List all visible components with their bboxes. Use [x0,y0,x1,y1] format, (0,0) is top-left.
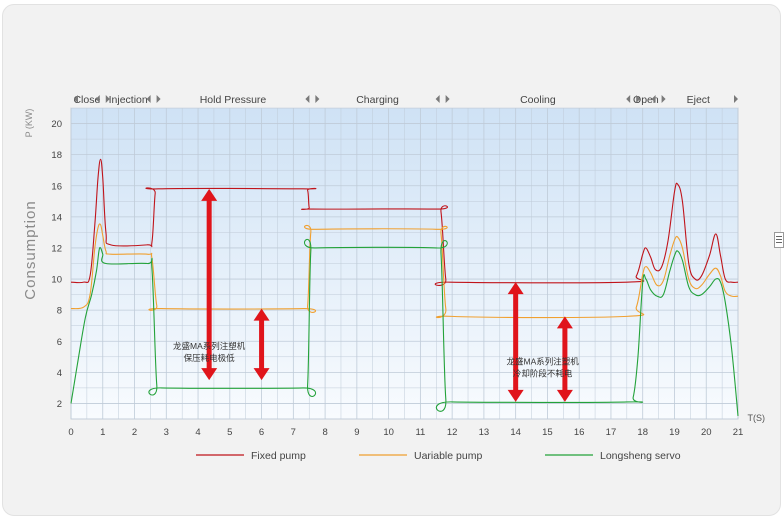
annotation-text: 保压耗电极低 [184,353,236,363]
x-tick-label: 20 [701,427,712,438]
y-tick-label: 16 [51,181,62,192]
y-tick-label: 8 [57,306,62,317]
y-tick-label: 10 [51,275,62,286]
y-tick-label: 14 [51,212,62,223]
annotation-text: 冷却阶段不耗电 [513,369,573,379]
arrow-head-up [253,308,270,321]
x-tick-label: 6 [259,427,264,438]
phase-marker [74,95,78,103]
x-axis-ticks: 0 1 2 3 4 5 6 7 8 9 10 11 12 13 14 15 16 17 18 19 20 21 [68,427,743,438]
phase-marker [651,95,656,103]
y-axis-ticks: 2 4 6 8 10 12 14 16 18 20 [51,119,62,410]
phase-marker [315,95,320,103]
x-tick-label: 18 [637,427,648,438]
y-tick-label: 4 [57,368,62,379]
annotation-text: 龙盛MA系列注塑机 [173,341,246,351]
y-tick-label: 18 [51,150,62,161]
x-tick-label: 0 [68,427,73,438]
phase-marker [95,95,100,103]
grid [70,107,739,420]
phase-marker [435,95,440,103]
y-tick-label: 6 [57,337,62,348]
annotation-arrows [201,188,573,402]
arrow-shaft [259,318,265,371]
x-tick-label: 13 [479,427,490,438]
y-tick-label: 20 [51,119,62,130]
arrow-shaft [206,198,212,371]
y-axis-unit: P (KW) [24,109,34,138]
phase-band: Close Injection Hold Pressure Charging Cooli… [71,91,738,108]
phase-band-bg [71,91,738,108]
phase-label: Hold Pressure [200,94,267,106]
arrow-head-down [556,389,573,402]
x-tick-label: 2 [132,427,137,438]
phase-label: Cooling [520,94,556,106]
arrow-head-up [507,282,524,295]
series-lines [70,158,739,416]
y-tick-label: 12 [51,243,62,254]
x-tick-label: 11 [415,427,425,438]
phase-marker [661,95,666,103]
phase-label: Charging [356,94,399,106]
phase-marker [105,95,110,103]
arrow-head-up [556,316,573,329]
x-tick-label: 10 [383,427,394,438]
x-tick-label: 1 [100,427,105,438]
x-tick-label: 9 [354,427,359,438]
phase-marker [734,95,738,103]
y-tick-label: 2 [57,399,62,410]
annotation-text: 龙盛MA系列注塑机 [507,357,580,367]
legend-label: Fixed pump [251,450,306,462]
x-tick-label: 16 [574,427,585,438]
phase-marker [445,95,450,103]
phase-label: Close [73,94,100,106]
phase-marker [626,95,631,103]
phase-label: Eject [687,94,710,106]
x-tick-label: 8 [322,427,327,438]
series-line [70,238,739,416]
phase-label: Open [633,94,659,106]
arrow-head-up [201,188,218,201]
x-tick-label: 4 [195,427,200,438]
x-tick-label: 3 [164,427,169,438]
legend-label: Uariable pump [414,450,482,462]
arrow-shaft [513,292,519,392]
legend-label: Longsheng servo [600,450,681,462]
x-tick-label: 7 [291,427,296,438]
arrow-head-down [507,389,524,402]
x-tick-label: 15 [542,427,553,438]
x-tick-label: 14 [510,427,521,438]
x-tick-label: 12 [447,427,458,438]
phase-label: Injection [109,94,148,106]
y-axis-label: Consumption [22,200,39,299]
phase-marker [156,95,161,103]
arrow-head-down [253,368,270,381]
x-tick-label: 17 [606,427,617,438]
phase-marker [146,95,151,103]
x-tick-label: 21 [733,427,744,438]
phase-marker [305,95,310,103]
x-axis-unit: T(S) [748,413,766,423]
arrow-shaft [562,326,568,392]
phase-marker [636,95,641,103]
legend: Fixed pump Uariable pump Longsheng servo [196,450,681,462]
x-tick-label: 19 [669,427,680,438]
x-tick-label: 5 [227,427,232,438]
arrow-head-down [201,368,218,381]
